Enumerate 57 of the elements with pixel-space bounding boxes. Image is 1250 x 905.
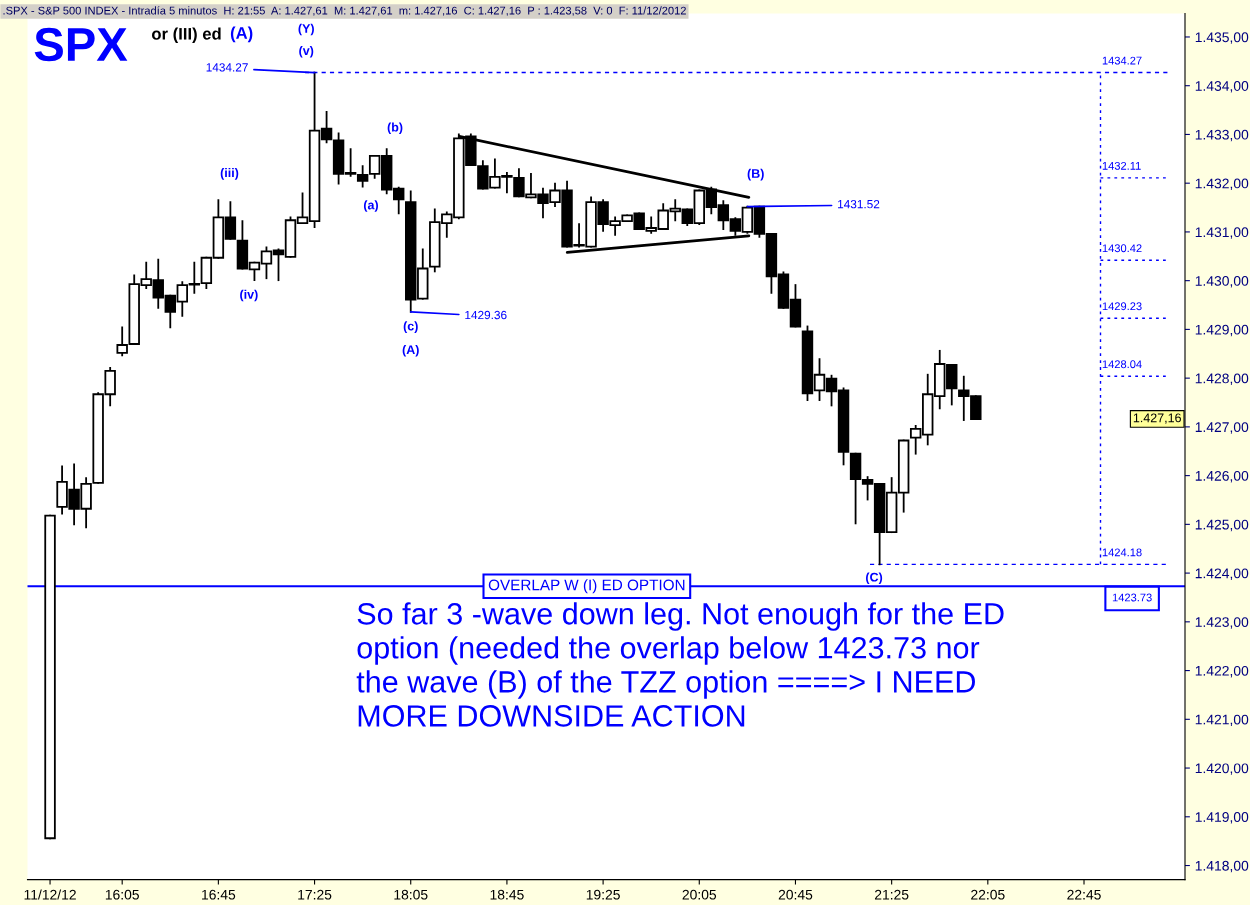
ref-line-label: 1432.11 bbox=[1102, 161, 1141, 170]
annotation: (A) bbox=[402, 344, 419, 357]
chart-title: SPX bbox=[34, 27, 128, 62]
annotation: 1431.52 bbox=[838, 200, 880, 209]
y-tick-label: 1.419,00 bbox=[1195, 812, 1249, 824]
y-tick-label: 1.418,00 bbox=[1195, 860, 1249, 873]
y-tick-label: 1.424,00 bbox=[1195, 568, 1249, 580]
ref-line-label: 1423.73 bbox=[1112, 593, 1152, 602]
y-tick-label: 1.427,00 bbox=[1195, 422, 1249, 434]
x-tick-label: 22:45 bbox=[1067, 889, 1101, 900]
chart-subtitle: .SPX - S&P 500 INDEX - Intradía 5 minutos H: 21:55 A: 1.427,61 M: 1.427,61 m: 1.427,16 C: 1.427,16 P : 1.423,58 V: 0 F: 11/12/2012 bbox=[3, 6, 686, 16]
y-tick-label: 1.425,00 bbox=[1195, 519, 1249, 532]
x-tick-label: 19:25 bbox=[586, 889, 620, 900]
y-tick-label: 1.434,00 bbox=[1195, 81, 1249, 93]
annotation: (C) bbox=[866, 572, 883, 585]
annotation: or (III) ed bbox=[152, 27, 221, 43]
annotation: (iv) bbox=[240, 289, 258, 302]
x-tick-label: 18:05 bbox=[394, 889, 428, 900]
ref-line-label: 1428.04 bbox=[1102, 360, 1142, 369]
ref-line-label: 1424.18 bbox=[1102, 548, 1142, 557]
annotation: (iii) bbox=[220, 168, 239, 180]
annotation: 1429.36 bbox=[465, 310, 507, 320]
y-tick-label: 1.422,00 bbox=[1195, 665, 1249, 678]
x-tick-label: 17:25 bbox=[298, 889, 332, 900]
ref-line-label: 1434.27 bbox=[1102, 56, 1142, 65]
annotation: (B) bbox=[747, 168, 764, 181]
y-tick-label: 1.428,00 bbox=[1195, 373, 1249, 385]
annotation: So far 3 -wave down leg. Not enough for the ED option (needed the overlap below 1423.73 nor the wave (B) of the TZZ option ====> I NEED MORE DOWNSIDE ACTION bbox=[356, 602, 1004, 727]
y-tick-label: 1.430,00 bbox=[1195, 276, 1249, 288]
annotation: 1434.27 bbox=[206, 63, 248, 72]
y-tick-label: 1.420,00 bbox=[1195, 763, 1249, 775]
y-tick-label: 1.421,00 bbox=[1195, 714, 1249, 727]
y-tick-label: 1.423,00 bbox=[1195, 617, 1249, 629]
x-tick-label: 20:45 bbox=[778, 889, 813, 900]
annotation: (b) bbox=[387, 122, 403, 135]
annotation: (a) bbox=[363, 200, 378, 212]
y-tick-label: 1.432,00 bbox=[1195, 178, 1249, 190]
y-tick-label: 1.431,00 bbox=[1195, 227, 1249, 239]
ref-line-label: 1429.23 bbox=[1102, 302, 1142, 311]
annotation: (c) bbox=[403, 321, 418, 333]
annotation: (v) bbox=[299, 45, 314, 58]
x-tick-label: 20:05 bbox=[682, 889, 717, 900]
x-tick-label: 18:45 bbox=[490, 889, 524, 900]
y-tick-label: 1.435,00 bbox=[1195, 32, 1249, 44]
y-tick-label: 1.429,00 bbox=[1195, 324, 1249, 337]
x-tick-label: 16:05 bbox=[105, 889, 139, 900]
annotation: 1.427,16 bbox=[1133, 413, 1181, 424]
annotation: (A) bbox=[230, 26, 253, 43]
x-tick-label: 21:25 bbox=[874, 889, 909, 900]
y-tick-label: 1.433,00 bbox=[1195, 129, 1249, 142]
y-tick-label: 1.426,00 bbox=[1195, 470, 1249, 483]
x-tick-label: 11/12/12 bbox=[24, 889, 76, 900]
annotation: (Y) bbox=[298, 23, 314, 36]
ref-line-label: 1430.42 bbox=[1102, 244, 1142, 253]
x-tick-label: 16:45 bbox=[202, 889, 236, 900]
x-tick-label: 22:05 bbox=[971, 889, 1005, 900]
annotation: OVERLAP W (I) ED OPTION bbox=[488, 579, 685, 594]
